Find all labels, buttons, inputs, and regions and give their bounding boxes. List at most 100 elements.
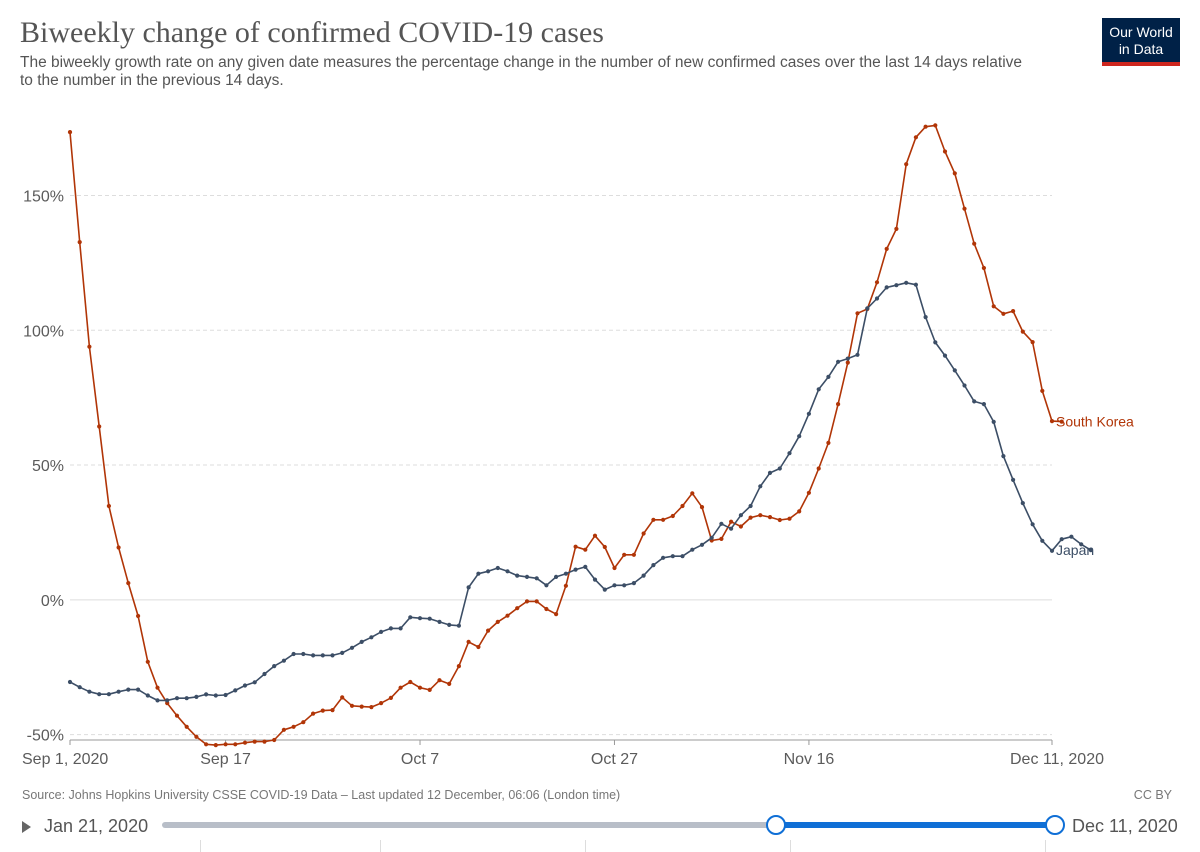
data-point-south-korea[interactable] <box>797 509 802 514</box>
data-point-south-korea[interactable] <box>826 440 831 445</box>
data-point-south-korea[interactable] <box>563 583 569 588</box>
license-link[interactable]: CC BY <box>1133 788 1172 802</box>
data-point-south-korea[interactable] <box>1011 309 1016 314</box>
data-point-south-korea[interactable] <box>515 606 520 611</box>
series-label-japan[interactable]: Japan <box>1056 542 1094 558</box>
data-point-south-korea[interactable] <box>612 565 617 571</box>
data-point-south-korea[interactable] <box>719 536 724 542</box>
data-point-south-korea[interactable] <box>913 135 919 140</box>
data-point-japan[interactable] <box>651 563 656 568</box>
data-point-south-korea[interactable] <box>923 124 928 129</box>
data-point-south-korea[interactable] <box>427 687 432 693</box>
data-point-japan[interactable] <box>106 692 111 697</box>
data-point-japan[interactable] <box>894 283 899 288</box>
data-point-south-korea[interactable] <box>213 743 218 748</box>
series-line-south-korea[interactable] <box>69 124 1062 746</box>
data-point-japan[interactable] <box>631 581 637 586</box>
data-point-japan[interactable] <box>524 574 530 580</box>
data-point-south-korea[interactable] <box>631 552 637 557</box>
data-point-south-korea[interactable] <box>106 503 111 509</box>
data-point-japan[interactable] <box>505 569 510 574</box>
data-point-south-korea[interactable] <box>379 701 384 706</box>
data-point-japan[interactable] <box>398 626 403 631</box>
data-point-south-korea[interactable] <box>174 713 180 718</box>
data-point-japan[interactable] <box>845 356 850 361</box>
data-point-south-korea[interactable] <box>845 360 850 365</box>
data-point-japan[interactable] <box>213 693 218 698</box>
data-point-south-korea[interactable] <box>991 304 996 309</box>
data-point-japan[interactable] <box>272 664 277 669</box>
data-point-south-korea[interactable] <box>145 659 150 664</box>
data-point-south-korea[interactable] <box>272 737 277 743</box>
data-point-south-korea[interactable] <box>447 681 452 687</box>
data-point-south-korea[interactable] <box>388 695 393 701</box>
data-point-south-korea[interactable] <box>184 724 189 729</box>
data-point-japan[interactable] <box>738 513 744 518</box>
data-point-japan[interactable] <box>592 577 598 582</box>
timeline-end-handle[interactable] <box>1045 815 1065 835</box>
data-point-south-korea[interactable] <box>349 703 355 708</box>
data-point-japan[interactable] <box>865 306 870 311</box>
data-point-japan[interactable] <box>826 374 831 379</box>
data-point-japan[interactable] <box>904 280 909 285</box>
data-point-japan[interactable] <box>729 526 734 531</box>
data-point-south-korea[interactable] <box>767 515 773 520</box>
data-point-south-korea[interactable] <box>87 344 92 349</box>
data-point-japan[interactable] <box>534 576 539 581</box>
data-point-south-korea[interactable] <box>116 545 121 550</box>
data-point-south-korea[interactable] <box>534 599 539 604</box>
timeline-track[interactable] <box>162 822 1054 828</box>
data-point-japan[interactable] <box>583 564 588 570</box>
data-point-japan[interactable] <box>145 693 150 698</box>
data-point-south-korea[interactable] <box>340 695 345 700</box>
data-point-south-korea[interactable] <box>466 639 471 645</box>
data-point-japan[interactable] <box>1069 534 1074 539</box>
data-point-japan[interactable] <box>126 687 131 692</box>
data-point-south-korea[interactable] <box>836 402 841 407</box>
data-point-japan[interactable] <box>359 639 364 645</box>
data-point-japan[interactable] <box>972 399 977 404</box>
data-point-japan[interactable] <box>320 653 325 658</box>
data-point-south-korea[interactable] <box>748 515 753 520</box>
data-point-south-korea[interactable] <box>680 503 685 509</box>
data-point-japan[interactable] <box>933 340 938 345</box>
data-point-japan[interactable] <box>806 411 812 416</box>
data-point-south-korea[interactable] <box>330 708 335 713</box>
data-point-south-korea[interactable] <box>281 727 286 732</box>
data-point-south-korea[interactable] <box>729 519 734 524</box>
data-point-japan[interactable] <box>787 451 792 456</box>
data-point-south-korea[interactable] <box>486 628 491 633</box>
data-point-south-korea[interactable] <box>641 531 646 536</box>
data-point-japan[interactable] <box>174 696 180 701</box>
data-point-south-korea[interactable] <box>262 739 267 744</box>
data-point-japan[interactable] <box>612 583 617 588</box>
data-point-japan[interactable] <box>291 651 296 657</box>
data-point-japan[interactable] <box>165 698 170 703</box>
data-point-japan[interactable] <box>1059 537 1064 542</box>
data-point-japan[interactable] <box>476 571 481 576</box>
data-point-south-korea[interactable] <box>758 513 763 518</box>
data-point-japan[interactable] <box>495 565 500 571</box>
data-point-south-korea[interactable] <box>301 720 306 725</box>
data-point-japan[interactable] <box>330 653 335 658</box>
data-point-japan[interactable] <box>233 688 238 693</box>
data-point-japan[interactable] <box>379 629 384 635</box>
data-point-japan[interactable] <box>622 583 627 588</box>
data-point-japan[interactable] <box>67 679 73 685</box>
data-point-japan[interactable] <box>77 685 82 690</box>
timeline-start-handle[interactable] <box>765 815 786 835</box>
data-point-south-korea[interactable] <box>194 734 199 739</box>
data-point-south-korea[interactable] <box>437 678 442 683</box>
data-point-south-korea[interactable] <box>806 490 812 495</box>
data-point-japan[interactable] <box>242 683 248 688</box>
data-point-south-korea[interactable] <box>252 739 257 744</box>
data-point-japan[interactable] <box>942 353 948 358</box>
data-point-japan[interactable] <box>447 622 452 628</box>
data-point-south-korea[interactable] <box>1020 329 1025 334</box>
data-point-japan[interactable] <box>1040 538 1045 543</box>
data-point-south-korea[interactable] <box>738 524 744 529</box>
data-point-south-korea[interactable] <box>894 226 899 231</box>
data-point-japan[interactable] <box>311 653 316 658</box>
data-point-japan[interactable] <box>194 694 199 700</box>
data-point-japan[interactable] <box>427 616 432 621</box>
